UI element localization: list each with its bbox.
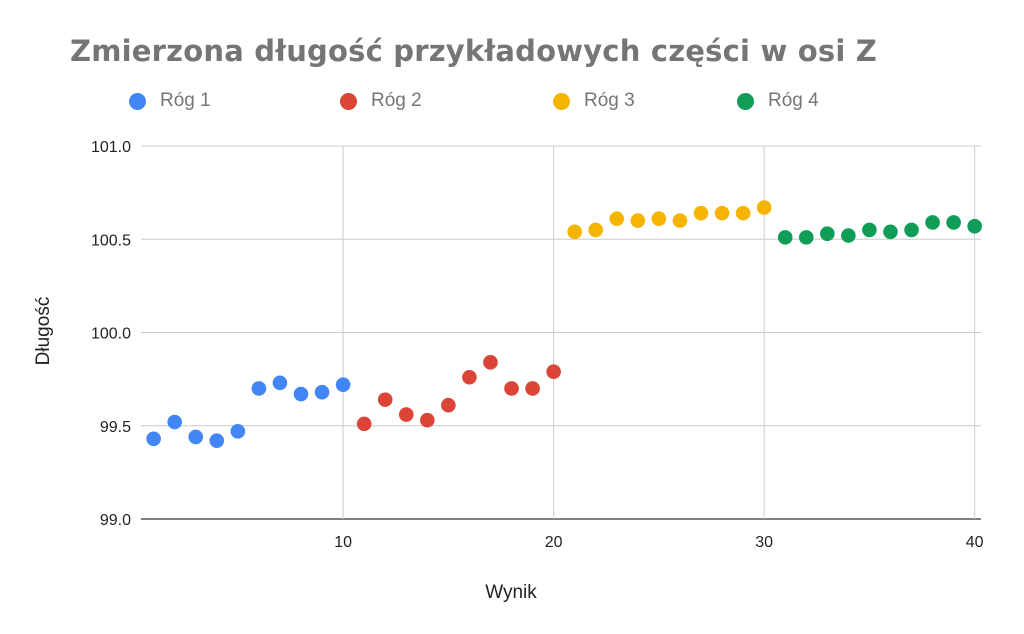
- data-point-4: [967, 218, 982, 234]
- legend-marker: [553, 92, 570, 110]
- data-point-2: [398, 407, 414, 422]
- data-point-1: [335, 377, 351, 393]
- legend-marker: [737, 92, 754, 110]
- data-point-3: [714, 205, 730, 221]
- data-point-4: [904, 222, 919, 238]
- data-point-2: [356, 416, 372, 432]
- data-point-3: [756, 200, 772, 215]
- data-point-2: [525, 381, 540, 396]
- data-point-4: [925, 215, 940, 230]
- tick-labels: 99.0 99.5 100.0 100.5 101.0 10 20 30 40: [91, 139, 984, 551]
- data-point-4: [798, 230, 814, 245]
- legend-label: Róg 1: [160, 90, 211, 111]
- chart-title: Zmierzona długość przykładowych części w…: [70, 34, 877, 68]
- data-point-2: [377, 392, 393, 407]
- data-point-3: [630, 213, 646, 228]
- data-point-2: [546, 364, 561, 379]
- data-point-4: [862, 222, 877, 238]
- x-axis-title: Wynik: [485, 582, 537, 603]
- x-tick-label: 30: [755, 534, 773, 551]
- data-point-1: [272, 375, 288, 391]
- data-point-2: [441, 397, 456, 413]
- legend-label: Róg 2: [371, 90, 422, 111]
- y-tick-label: 99.0: [100, 512, 131, 529]
- data-point-1: [293, 386, 309, 402]
- x-tick-label: 20: [545, 534, 563, 551]
- data-point-4: [777, 230, 793, 245]
- data-point-2: [504, 381, 519, 396]
- y-axis-title: Długość: [33, 297, 54, 366]
- data-point-1: [230, 424, 246, 439]
- data-point-3: [735, 205, 751, 221]
- data-point-3: [693, 205, 709, 221]
- legend-item-rog-1[interactable]: Róg 1: [129, 90, 211, 112]
- gridlines: [141, 145, 981, 520]
- data-point-2: [420, 412, 435, 428]
- data-point-4: [883, 224, 898, 240]
- data-point-1: [167, 414, 182, 430]
- legend-item-rog-4[interactable]: Róg 4: [737, 90, 819, 112]
- data-point-4: [841, 228, 856, 243]
- data-point-3: [651, 211, 667, 227]
- legend-item-rog-3[interactable]: Róg 3: [553, 90, 635, 112]
- legend-label: Róg 3: [584, 90, 635, 111]
- y-tick-label: 100.5: [91, 232, 131, 249]
- data-point-3: [567, 224, 582, 240]
- y-tick-label: 100.0: [91, 326, 131, 343]
- legend-item-rog-2[interactable]: Róg 2: [340, 90, 422, 112]
- data-point-1: [146, 431, 161, 447]
- data-point-1: [314, 384, 330, 400]
- legend: Róg 1 Róg 2 Róg 3 Róg 4: [0, 90, 1024, 118]
- y-tick-label: 99.5: [100, 419, 131, 436]
- data-point-1: [209, 433, 225, 448]
- x-tick-label: 10: [334, 534, 352, 551]
- data-point-1: [188, 429, 204, 445]
- legend-marker: [129, 92, 146, 110]
- data-point-2: [483, 355, 498, 370]
- data-point-3: [588, 222, 604, 238]
- data-point-2: [462, 369, 477, 385]
- y-tick-label: 101.0: [91, 139, 131, 156]
- x-tick-label: 40: [966, 534, 984, 551]
- legend-label: Róg 4: [768, 90, 819, 111]
- data-point-3: [609, 211, 625, 227]
- data-points: [146, 200, 982, 448]
- data-point-4: [946, 215, 961, 230]
- data-point-1: [251, 381, 267, 396]
- data-point-4: [820, 226, 835, 241]
- legend-marker: [340, 92, 357, 110]
- data-point-3: [672, 213, 688, 228]
